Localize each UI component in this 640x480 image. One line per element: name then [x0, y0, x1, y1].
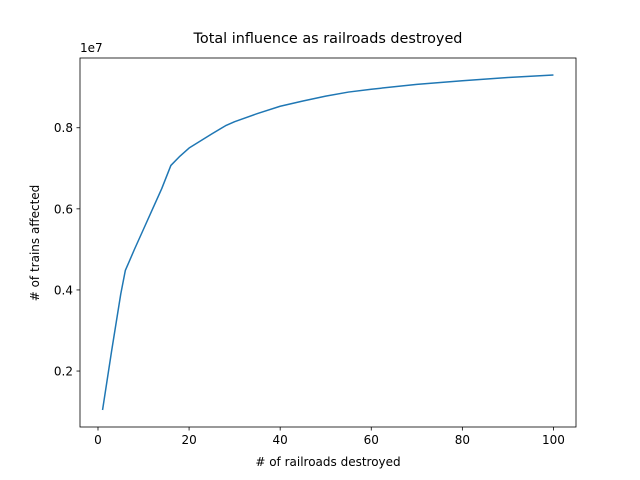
y-offset-label: 1e7 [80, 41, 103, 55]
chart-title: Total influence as railroads destroyed [193, 31, 463, 47]
plot-frame [79, 57, 577, 428]
y-tick-label: 0.6 [54, 202, 73, 216]
y-tick-label: 0.4 [54, 283, 73, 297]
x-tick-label: 0 [94, 433, 102, 447]
y-tick-label: 0.8 [54, 121, 73, 135]
x-tick-label: 60 [364, 433, 379, 447]
x-axis-label: # of railroads destroyed [255, 455, 400, 469]
x-tick-label: 80 [455, 433, 470, 447]
y-axis-label: # of trains affected [28, 185, 42, 302]
x-tick-label: 40 [273, 433, 288, 447]
data-line [101, 74, 554, 411]
x-tick-label: 20 [181, 433, 196, 447]
x-tick-label: 100 [542, 433, 565, 447]
y-tick-label: 0.2 [54, 365, 73, 379]
